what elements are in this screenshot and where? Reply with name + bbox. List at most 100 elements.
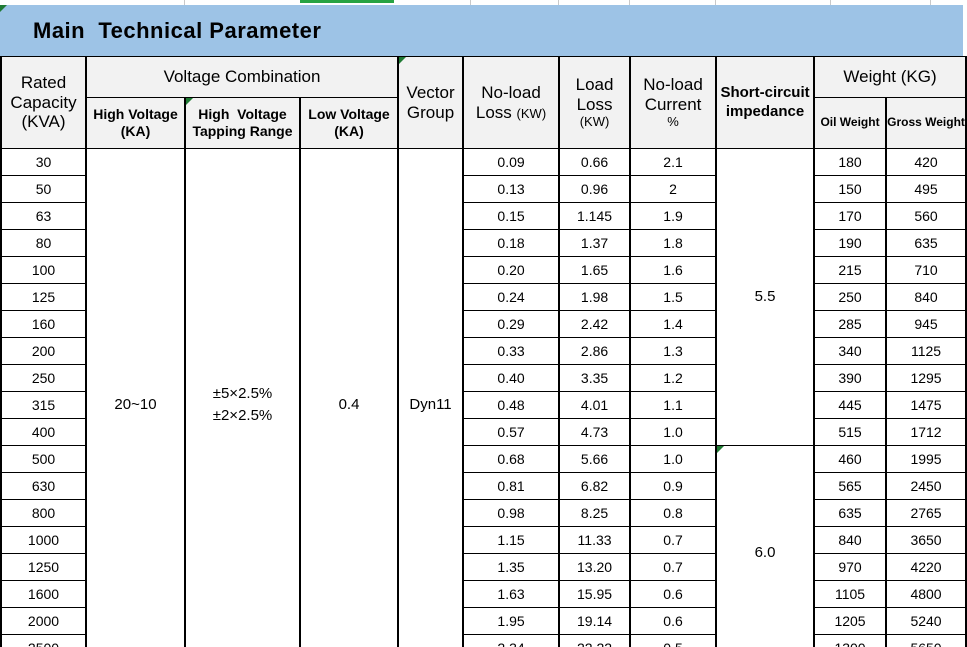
cell-load-loss: 2.42 — [558, 310, 632, 338]
spec-table-row: 250 0.40 3.35 1.2 390 1295 — [0, 364, 967, 392]
col-header-gross-weight: Gross Weight — [885, 97, 967, 149]
cell-load-loss: 13.20 — [558, 553, 632, 581]
spec-table-row: 80 0.18 1.37 1.8 190 635 — [0, 229, 967, 257]
col-header-load-loss: Load Loss (KW) — [558, 56, 632, 149]
cell-load-loss: 22.22 — [558, 634, 632, 647]
cell-no-load-current: 0.5 — [629, 634, 718, 647]
cell-oil-weight: 515 — [813, 418, 888, 446]
cell-no-load-loss: 0.29 — [462, 310, 561, 338]
col-header-oil-weight: Oil Weight — [813, 97, 888, 149]
cell-oil-weight: 250 — [813, 283, 888, 311]
cell-no-load-loss: 1.63 — [462, 580, 561, 608]
cell-load-loss: 3.35 — [558, 364, 632, 392]
spec-table-wrap: Rated Capacity (KVA) Voltage Combination… — [0, 56, 967, 647]
cell-load-loss: 0.66 — [558, 148, 632, 176]
cell-no-load-current: 0.7 — [629, 526, 718, 554]
cell-tapping-range-merged: ±5×2.5% ±2×2.5% — [184, 148, 301, 647]
cell-gross-weight: 5650 — [885, 634, 967, 647]
cell-error-marker-icon — [187, 98, 193, 105]
cell-no-load-loss: 0.33 — [462, 337, 561, 365]
cell-oil-weight: 340 — [813, 337, 888, 365]
cell-rated-capacity: 200 — [0, 337, 87, 365]
cell-impedance-group-1: 5.5 — [715, 148, 816, 446]
cell-rated-capacity: 30 — [0, 148, 87, 176]
cell-rated-capacity: 400 — [0, 418, 87, 446]
cell-no-load-loss: 0.68 — [462, 445, 561, 473]
cell-oil-weight: 1300 — [813, 634, 888, 647]
header-row-2: High Voltage (KA) High Voltage Tapping Ran… — [1, 97, 967, 149]
cell-rated-capacity: 630 — [0, 472, 87, 500]
cell-load-loss: 4.01 — [558, 391, 632, 419]
cell-error-marker-icon — [400, 57, 407, 64]
col-header-voltage-combination: Voltage Combination — [84, 56, 400, 98]
cell-oil-weight: 1205 — [813, 607, 888, 635]
cell-no-load-loss: 0.81 — [462, 472, 561, 500]
spec-table-row: 200 0.33 2.86 1.3 340 1125 — [0, 337, 967, 365]
cell-no-load-loss: 0.98 — [462, 499, 561, 527]
cell-rated-capacity: 315 — [0, 391, 87, 419]
col-header-vector-group: Vector Group — [397, 56, 465, 149]
green-border-segment — [300, 0, 394, 3]
col-header-short-circuit-impedance: Short-circuit impedance — [715, 56, 816, 149]
cell-load-loss: 5.66 — [558, 445, 632, 473]
cell-gross-weight: 1475 — [885, 391, 967, 419]
cell-rated-capacity: 50 — [0, 175, 87, 203]
cell-oil-weight: 180 — [813, 148, 888, 176]
cell-oil-weight: 1105 — [813, 580, 888, 608]
page-title: Main Technical Parameter — [33, 17, 322, 43]
cell-no-load-current: 1.3 — [629, 337, 718, 365]
grid-tick — [629, 0, 630, 5]
cell-rated-capacity: 125 — [0, 283, 87, 311]
cell-no-load-current: 0.9 — [629, 472, 718, 500]
cell-no-load-current: 1.5 — [629, 283, 718, 311]
title-bar: Main Technical Parameter — [0, 5, 963, 56]
cell-no-load-loss: 0.48 — [462, 391, 561, 419]
cell-oil-weight: 460 — [813, 445, 888, 473]
col-header-no-load-loss: No-load Loss (KW) — [462, 56, 561, 149]
cell-oil-weight: 565 — [813, 472, 888, 500]
spec-table-row: 100 0.20 1.65 1.6 215 710 — [0, 256, 967, 284]
cell-gross-weight: 945 — [885, 310, 967, 338]
spec-table-row: 160 0.29 2.42 1.4 285 945 — [0, 310, 967, 338]
spec-table-row: 30 20~10 ±5×2.5% ±2×2.5% 0.4 Dyn11 0.09 0… — [0, 148, 967, 647]
cell-gross-weight: 2765 — [885, 499, 967, 527]
col-header-weight: Weight (KG) — [813, 56, 967, 98]
grid-tick — [715, 0, 716, 5]
cell-no-load-current: 1.2 — [629, 364, 718, 392]
cell-low-voltage-merged: 0.4 — [298, 148, 400, 647]
grid-tick — [830, 0, 831, 5]
cell-error-marker-icon — [0, 5, 7, 12]
cell-no-load-loss: 1.35 — [462, 553, 561, 581]
col-header-no-load-current: No-load Current % — [629, 56, 718, 149]
cell-load-loss: 15.95 — [558, 580, 632, 608]
grid-tick — [558, 0, 559, 5]
cell-rated-capacity: 800 — [0, 499, 87, 527]
spec-table-row: 1250 1.35 13.20 0.7 970 4220 — [0, 553, 967, 581]
cell-no-load-loss: 0.20 — [462, 256, 561, 284]
cell-gross-weight: 1712 — [885, 418, 967, 446]
grid-tick — [184, 0, 185, 5]
spec-table-row: 630 0.81 6.82 0.9 565 2450 — [0, 472, 967, 500]
cell-rated-capacity: 1250 — [0, 553, 87, 581]
cell-load-loss: 1.98 — [558, 283, 632, 311]
spec-table-row: 1000 1.15 11.33 0.7 840 3650 — [0, 526, 967, 554]
spec-table-row: 1600 1.63 15.95 0.6 1105 4800 — [0, 580, 967, 608]
spec-table-row: 63 0.15 1.145 1.9 170 560 — [0, 202, 967, 230]
col-header-tapping-range: High Voltage Tapping Range — [184, 97, 301, 149]
cell-load-loss: 4.73 — [558, 418, 632, 446]
col-header-high-voltage: High Voltage (KA) — [85, 97, 186, 149]
cell-oil-weight: 635 — [813, 499, 888, 527]
spec-table-row: 2000 1.95 19.14 0.6 1205 5240 — [0, 607, 967, 635]
cell-no-load-current: 1.8 — [629, 229, 718, 257]
cell-vector-group-merged: Dyn11 — [397, 148, 465, 647]
cell-load-loss: 19.14 — [558, 607, 632, 635]
cell-rated-capacity: 160 — [0, 310, 87, 338]
cell-no-load-current: 0.6 — [629, 580, 718, 608]
cell-load-loss: 8.25 — [558, 499, 632, 527]
cell-rated-capacity: 63 — [0, 202, 87, 230]
cell-no-load-loss: 0.18 — [462, 229, 561, 257]
spec-table-row: 125 0.24 1.98 1.5 250 840 — [0, 283, 967, 311]
cell-rated-capacity: 1600 — [0, 580, 87, 608]
cell-no-load-current: 1.4 — [629, 310, 718, 338]
cell-gross-weight: 1295 — [885, 364, 967, 392]
